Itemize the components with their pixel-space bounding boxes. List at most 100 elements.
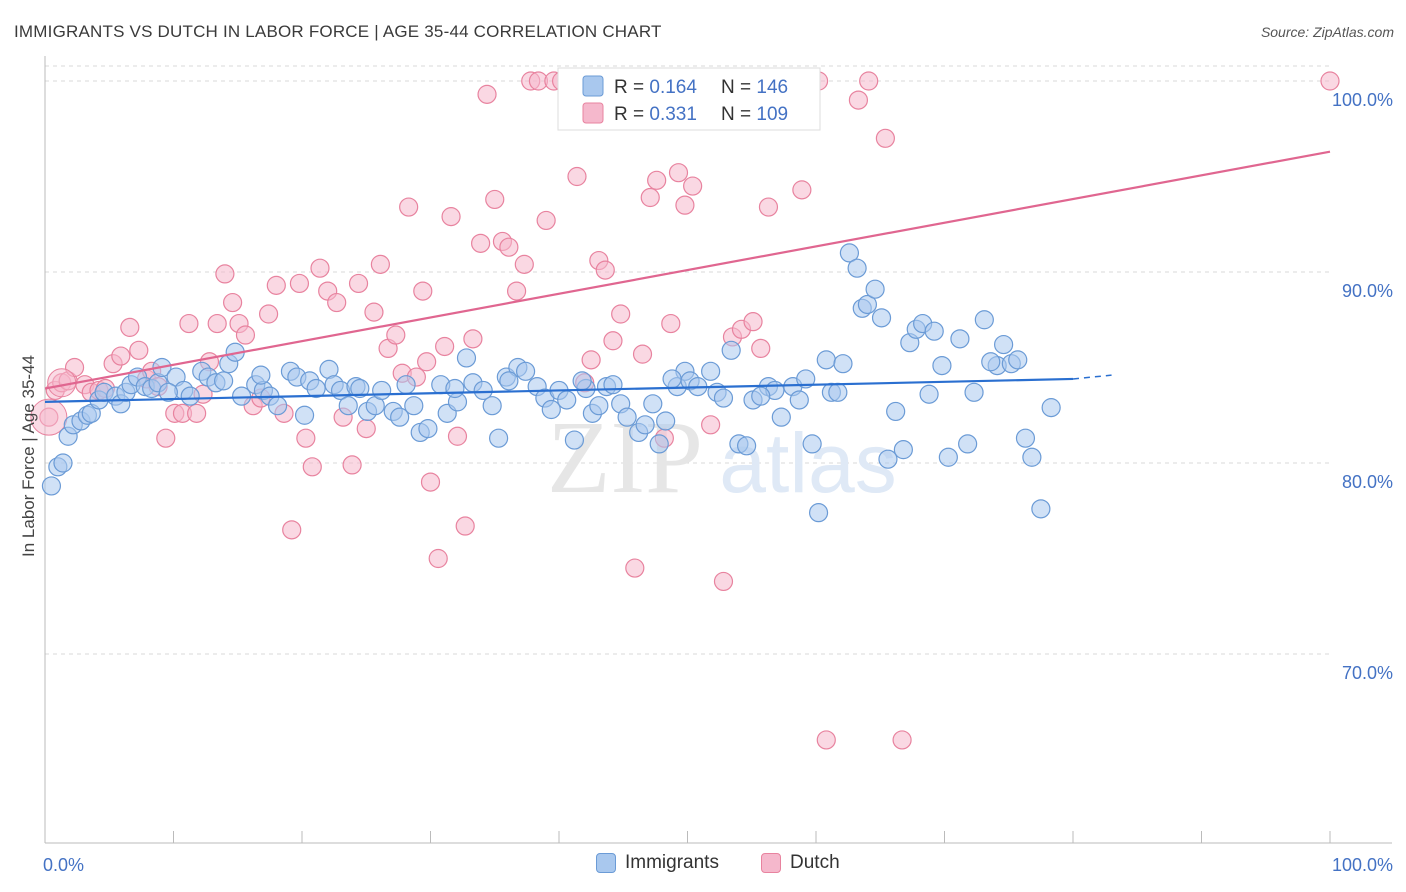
immigrants-point <box>635 415 655 435</box>
dutch-point <box>348 273 369 294</box>
immigrants-point <box>981 352 1001 372</box>
legend-swatch-immigrants <box>596 853 616 873</box>
dutch-point <box>447 426 468 446</box>
immigrants-point <box>541 399 561 420</box>
dutch-point <box>1320 71 1340 91</box>
dutch-point <box>386 325 406 345</box>
immigrants-point <box>158 382 178 402</box>
legend-top: R = 0.164 N = 146 R = 0.331 N = 109 <box>557 67 821 131</box>
immigrants-point <box>871 308 892 328</box>
dutch-point <box>567 166 587 187</box>
dutch-point <box>235 325 256 345</box>
immigrants-point <box>713 388 734 408</box>
immigrants-point <box>572 371 592 391</box>
legend-label-dutch: Dutch <box>790 852 840 873</box>
axes <box>44 56 1392 844</box>
immigrants-point <box>180 386 200 406</box>
legend-r-label: R = <box>614 77 649 98</box>
y-tick-label: 80.0% <box>1342 472 1393 492</box>
y-axis-label: In Labor Force | Age 35-44 <box>19 355 38 557</box>
dutch-point <box>399 197 419 217</box>
dutch-point <box>435 336 455 357</box>
dutch-point <box>266 275 286 295</box>
immigrants-point <box>1031 499 1051 519</box>
legend-n-label-immigrants: N = 146 <box>721 77 788 98</box>
legend-r-value-dutch: 0.331 <box>649 104 697 125</box>
y-tick-label: 100.0% <box>1332 90 1393 110</box>
dutch-point <box>848 90 869 110</box>
dutch-point <box>417 352 437 372</box>
immigrants-point <box>1041 398 1061 418</box>
dutch-point <box>477 84 497 104</box>
x-tick-label: 100.0% <box>1332 855 1393 875</box>
dutch-point <box>892 730 912 750</box>
dutch-point <box>129 340 149 360</box>
immigrants-point <box>445 378 465 399</box>
dutch-point <box>289 273 310 294</box>
dutch-point <box>455 516 475 536</box>
immigrants-point <box>932 355 952 376</box>
dutch-point <box>611 304 631 324</box>
legend-item-immigrants[interactable]: Immigrants <box>596 852 719 874</box>
legend-r-label: R = <box>614 104 649 125</box>
legend-r-label-immigrants: R = 0.164 <box>614 77 697 98</box>
immigrants-point <box>1022 447 1042 467</box>
watermark-atlas: atlas <box>719 416 896 510</box>
dutch-point <box>120 317 140 337</box>
dutch-point <box>179 313 199 334</box>
legend-bottom: Immigrants Dutch <box>0 850 1406 880</box>
immigrants-point <box>924 321 944 341</box>
legend-item-dutch[interactable]: Dutch <box>761 852 840 874</box>
dutch-point <box>536 210 556 231</box>
dutch-point <box>792 180 812 200</box>
dutch-point <box>701 415 721 435</box>
immigrants-point <box>390 407 410 427</box>
immigrants-point <box>515 361 536 381</box>
immigrants-point <box>857 294 878 315</box>
legend-swatch-dutch <box>761 853 781 873</box>
immigrants-point <box>557 390 577 410</box>
immigrants-point <box>833 354 853 374</box>
immigrants-point <box>994 334 1014 355</box>
dutch-point <box>463 329 483 349</box>
immigrants-point <box>564 430 585 450</box>
dutch-point <box>296 428 316 448</box>
immigrants-point <box>643 394 663 414</box>
immigrants-point <box>878 449 898 469</box>
immigrants-point <box>974 310 994 330</box>
dutch-point <box>310 258 330 278</box>
immigrants-point <box>839 243 860 263</box>
immigrants-point <box>808 503 829 523</box>
immigrants-point <box>964 382 984 402</box>
dutch-point <box>207 313 227 334</box>
immigrants-point <box>802 434 822 454</box>
dutch-point <box>485 189 505 210</box>
immigrants-point <box>372 380 392 401</box>
immigrants-point <box>418 419 438 439</box>
tick-labels: 70.0% 80.0% 90.0% 100.0% 0.0% 100.0% <box>43 90 1393 875</box>
immigrants-point <box>306 378 326 399</box>
immigrants-trend-line <box>44 377 1074 403</box>
y-tick-label: 90.0% <box>1342 281 1393 301</box>
immigrants-point <box>865 279 885 299</box>
legend-n-label: N = <box>721 77 756 98</box>
dutch-point <box>364 302 384 322</box>
immigrants-point <box>482 396 502 416</box>
immigrants-point <box>789 390 809 410</box>
legend-swatch-dutch <box>582 102 604 124</box>
immigrants-point <box>396 375 416 395</box>
dutch-point <box>413 281 433 301</box>
immigrants-point <box>350 378 370 399</box>
immigrants-point <box>232 386 252 406</box>
dutch-point <box>603 331 623 351</box>
immigrants-point <box>617 407 637 427</box>
immigrants-point <box>958 434 978 454</box>
immigrants-point <box>938 447 958 467</box>
dutch-point <box>302 457 322 477</box>
immigrants-point <box>603 375 623 395</box>
chart-title: IMMIGRANTS VS DUTCH IN LABOR FORCE | AGE… <box>14 22 662 41</box>
immigrants-point <box>893 440 913 460</box>
legend-n-value-immigrants: 146 <box>756 77 788 98</box>
dutch-point <box>743 312 763 332</box>
